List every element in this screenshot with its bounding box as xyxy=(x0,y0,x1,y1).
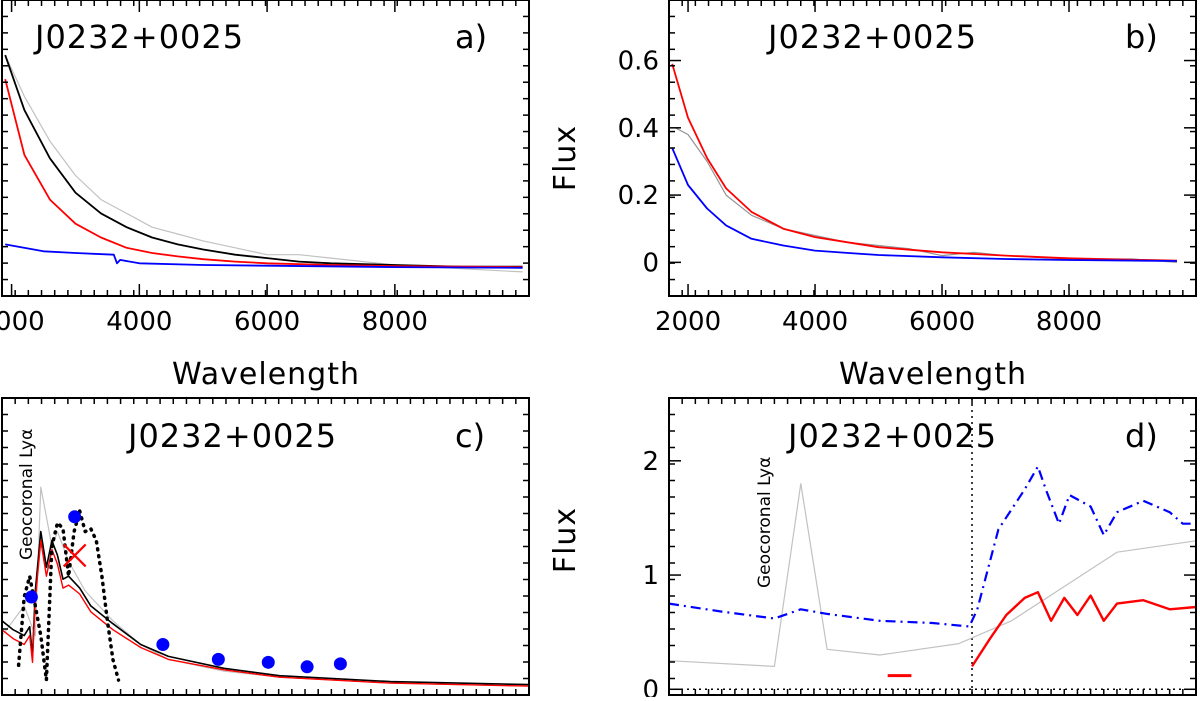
panel-b-xlabel: Wavelength xyxy=(839,357,1027,392)
panel-b-xtick-label: 4000 xyxy=(782,307,848,337)
panel-a-series-stellar-continuum xyxy=(4,78,523,268)
panel-c: J0232+0025 c) Geocoronal Lyα xyxy=(1,397,530,696)
panel-a-ticks: 2000 4000 6000 8000 xyxy=(0,0,529,337)
panel-d-plot xyxy=(669,398,1196,695)
panel-b-title: J0232+0025 xyxy=(766,18,977,56)
panel-d-series-attenuated-model xyxy=(970,591,1196,668)
panel-b: 2000 4000 6000 8000 0 0.2 0.4 0.6 J0232+0025 b)… xyxy=(548,0,1197,392)
panel-c-series-photometry-point xyxy=(156,638,170,652)
panel-a-series-nebular-continuum xyxy=(5,243,523,269)
panel-a-plot xyxy=(4,54,523,273)
panel-a-xtick-label: 8000 xyxy=(362,307,428,337)
panel-d-series-intrinsic-model xyxy=(669,465,1196,628)
panel-b-ylabel: Flux xyxy=(548,125,583,191)
panel-c-ticks xyxy=(2,398,529,695)
panel-a-label: a) xyxy=(455,18,487,56)
panel-a-xtick-label: 4000 xyxy=(106,307,172,337)
panel-b-label: b) xyxy=(1125,18,1158,56)
panel-c-series-model-photometry-point xyxy=(62,543,87,568)
panel-c-series-model xyxy=(2,530,529,686)
panel-c-series-photometry-point xyxy=(211,652,225,666)
panel-b-ytick-label: 0.2 xyxy=(618,181,659,211)
panel-c-label: c) xyxy=(455,417,485,455)
panel-d-series-observed-spectrum xyxy=(669,483,1196,667)
panel-a-xtick-label: 2000 xyxy=(0,307,45,337)
panel-b-ytick-label: 0.6 xyxy=(618,47,659,77)
panel-b-xtick-label: 6000 xyxy=(909,307,975,337)
panel-b-xtick-label: 2000 xyxy=(655,307,721,337)
panel-c-series-photometry-point xyxy=(261,655,275,669)
panel-c-series-photometry-point xyxy=(333,657,347,671)
panel-a-title: J0232+0025 xyxy=(33,18,244,56)
panel-d: 0 1 2 J0232+0025 d) Geocoronal Lyα Flux xyxy=(548,397,1197,701)
panel-d-ytick-label: 0 xyxy=(642,675,659,697)
panel-d-ytick-label: 2 xyxy=(642,447,659,477)
panel-d-label: d) xyxy=(1125,417,1158,455)
panel-d-ylabel: Flux xyxy=(548,507,583,573)
panel-b-series-stellar-continuum xyxy=(671,147,1178,262)
panel-d-ytick-label: 1 xyxy=(642,561,659,591)
panel-b-xtick-label: 8000 xyxy=(1036,307,1102,337)
panel-c-series-filter-throughputs xyxy=(16,509,121,682)
panel-a: 2000 4000 6000 8000 J0232+0025 a) Wavelengt… xyxy=(0,0,530,392)
panel-c-series-stellar-model xyxy=(2,539,529,687)
panel-c-title: J0232+0025 xyxy=(126,417,337,455)
panel-c-series-photometry-point xyxy=(24,590,38,604)
panel-b-ytick-label: 0.4 xyxy=(618,114,659,144)
panel-a-series-observed-spectrum xyxy=(4,54,523,273)
panel-c-series-photometry-point xyxy=(300,660,314,674)
panel-d-geocoronal-annotation: Geocoronal Lyα xyxy=(755,457,775,588)
panel-a-series-total-model xyxy=(4,54,523,268)
panel-c-series-photometry-point xyxy=(68,510,82,524)
panel-c-geocoronal-annotation: Geocoronal Lyα xyxy=(17,429,37,560)
panel-a-xlabel: Wavelength xyxy=(172,357,360,392)
panel-a-xtick-label: 6000 xyxy=(234,307,300,337)
panel-b-series-total-model xyxy=(671,63,1178,262)
panel-d-title: J0232+0025 xyxy=(786,417,997,455)
panel-b-series-observed-spectrum xyxy=(675,127,1178,263)
panel-d-ticks: 0 1 2 xyxy=(642,398,1196,701)
panel-b-ytick-label: 0 xyxy=(642,248,659,278)
panel-c-plot xyxy=(2,486,529,687)
panel-b-ticks: 2000 4000 6000 8000 0 0.2 0.4 0.6 xyxy=(618,0,1196,337)
panel-b-plot xyxy=(671,63,1178,263)
